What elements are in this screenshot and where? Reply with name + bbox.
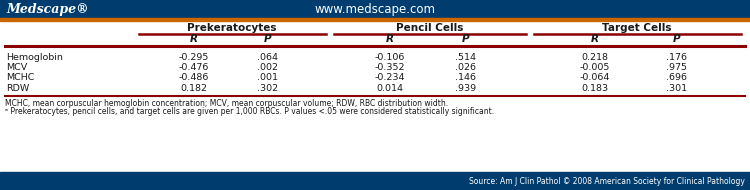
- Text: -0.476: -0.476: [178, 63, 209, 72]
- Text: .939: .939: [455, 84, 476, 93]
- Text: .146: .146: [455, 74, 476, 82]
- Text: MCV: MCV: [6, 63, 27, 72]
- Text: MCHC, mean corpuscular hemoglobin concentration; MCV, mean corpuscular volume; R: MCHC, mean corpuscular hemoglobin concen…: [5, 100, 448, 108]
- Text: www.medscape.com: www.medscape.com: [314, 2, 436, 16]
- Bar: [0, 0, 750, 18]
- Text: 0.014: 0.014: [376, 84, 404, 93]
- Text: Pencil Cells: Pencil Cells: [396, 23, 464, 33]
- Text: -0.005: -0.005: [579, 63, 610, 72]
- Text: P: P: [264, 34, 272, 44]
- Bar: [0, 21, 750, 172]
- Text: 0.182: 0.182: [180, 84, 207, 93]
- Text: R: R: [590, 34, 598, 44]
- Text: -0.106: -0.106: [375, 52, 405, 62]
- Text: P: P: [673, 34, 680, 44]
- Text: -0.234: -0.234: [375, 74, 405, 82]
- Text: ᵃ Prekeratocytes, pencil cells, and target cells are given per 1,000 RBCs. P val: ᵃ Prekeratocytes, pencil cells, and targ…: [5, 108, 494, 116]
- Text: Source: Am J Clin Pathol © 2008 American Society for Clinical Pathology: Source: Am J Clin Pathol © 2008 American…: [470, 177, 745, 185]
- Text: .975: .975: [666, 63, 687, 72]
- Text: -0.486: -0.486: [178, 74, 209, 82]
- Text: RDW: RDW: [6, 84, 29, 93]
- Bar: [0, 172, 750, 190]
- Text: -0.295: -0.295: [178, 52, 209, 62]
- Text: 0.183: 0.183: [581, 84, 608, 93]
- Text: .026: .026: [455, 63, 476, 72]
- Text: .301: .301: [666, 84, 687, 93]
- Text: .514: .514: [455, 52, 476, 62]
- Text: .001: .001: [257, 74, 278, 82]
- Text: -0.064: -0.064: [579, 74, 610, 82]
- Text: R: R: [386, 34, 394, 44]
- Text: Target Cells: Target Cells: [602, 23, 672, 33]
- Text: Hemoglobin: Hemoglobin: [6, 52, 63, 62]
- Text: .302: .302: [257, 84, 278, 93]
- Text: .002: .002: [257, 63, 278, 72]
- Text: -0.352: -0.352: [375, 63, 405, 72]
- Text: .064: .064: [257, 52, 278, 62]
- Bar: [0, 18, 750, 21]
- Text: 0.218: 0.218: [581, 52, 608, 62]
- Text: P: P: [462, 34, 470, 44]
- Text: .176: .176: [666, 52, 687, 62]
- Text: .696: .696: [666, 74, 687, 82]
- Text: MCHC: MCHC: [6, 74, 34, 82]
- Text: Medscape®: Medscape®: [6, 2, 88, 16]
- Text: R: R: [190, 34, 197, 44]
- Text: Prekeratocytes: Prekeratocytes: [188, 23, 277, 33]
